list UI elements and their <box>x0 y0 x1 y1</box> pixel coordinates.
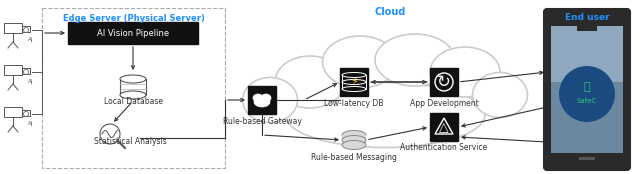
Ellipse shape <box>472 73 527 117</box>
Ellipse shape <box>261 94 271 102</box>
Ellipse shape <box>253 94 263 102</box>
Circle shape <box>559 66 615 122</box>
Text: App Development: App Development <box>410 98 478 108</box>
Bar <box>342 135 366 145</box>
Text: Cloud: Cloud <box>374 7 406 17</box>
Ellipse shape <box>323 36 397 88</box>
Ellipse shape <box>243 77 298 122</box>
Bar <box>4 107 22 117</box>
Text: SafeC: SafeC <box>577 98 597 104</box>
Text: △: △ <box>439 121 449 135</box>
Bar <box>22 68 30 74</box>
Ellipse shape <box>375 34 455 86</box>
Ellipse shape <box>430 47 500 97</box>
Ellipse shape <box>342 136 366 144</box>
Circle shape <box>24 69 29 74</box>
Text: AI Vision Pipeline: AI Vision Pipeline <box>97 29 169 38</box>
Bar <box>42 8 225 168</box>
Circle shape <box>24 27 29 33</box>
Circle shape <box>100 124 120 144</box>
Text: Rule-based Messaging: Rule-based Messaging <box>311 153 397 163</box>
Text: ⚡: ⚡ <box>350 77 358 87</box>
Bar <box>22 110 30 116</box>
Text: Rule-based Gateway: Rule-based Gateway <box>223 117 301 126</box>
Bar <box>579 157 595 160</box>
Text: Statistical Analysis: Statistical Analysis <box>93 137 166 147</box>
Ellipse shape <box>275 56 345 108</box>
Text: A|: A| <box>28 36 34 42</box>
Text: A|: A| <box>28 78 34 84</box>
Text: 🏛: 🏛 <box>584 82 590 92</box>
FancyBboxPatch shape <box>544 9 630 170</box>
Bar <box>4 23 22 33</box>
Bar <box>4 65 22 75</box>
Text: ↻: ↻ <box>437 73 451 91</box>
Ellipse shape <box>285 82 485 148</box>
Text: Edge Server (Physical Server): Edge Server (Physical Server) <box>63 14 204 23</box>
Ellipse shape <box>120 91 146 99</box>
Bar <box>551 82 623 153</box>
Text: Low-latency DB: Low-latency DB <box>324 98 384 108</box>
Bar <box>430 113 458 141</box>
Text: Local Database: Local Database <box>104 97 163 106</box>
Ellipse shape <box>120 75 146 83</box>
Ellipse shape <box>342 130 366 140</box>
Bar <box>22 26 30 32</box>
Bar <box>120 79 146 95</box>
Text: Authentication Service: Authentication Service <box>401 144 488 152</box>
Ellipse shape <box>342 140 366 149</box>
Bar <box>577 26 597 31</box>
Bar <box>248 86 276 114</box>
Text: End user: End user <box>564 14 609 22</box>
Text: A|: A| <box>28 120 34 126</box>
Circle shape <box>24 112 29 117</box>
Bar <box>340 68 368 96</box>
Bar <box>430 68 458 96</box>
Bar <box>68 22 198 44</box>
Ellipse shape <box>254 97 270 107</box>
Bar <box>551 26 623 153</box>
